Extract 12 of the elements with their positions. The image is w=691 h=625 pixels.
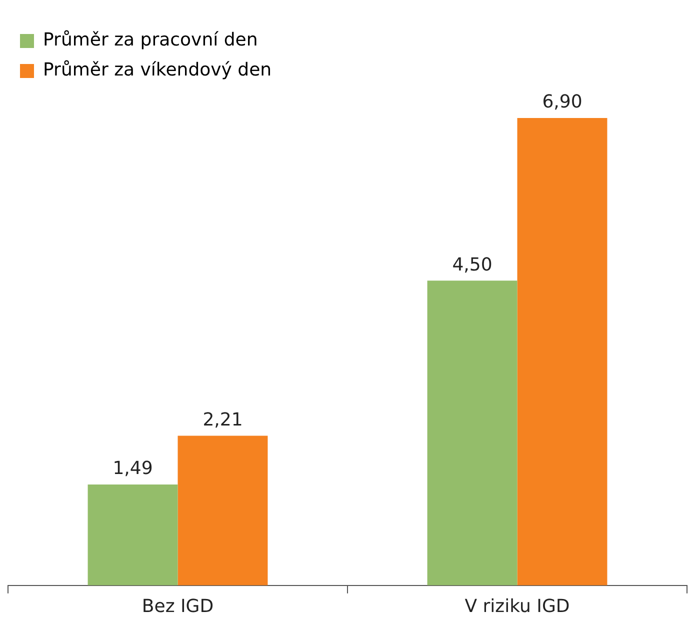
- x-tick-label: Bez IGD: [142, 596, 214, 617]
- bar: [88, 484, 178, 586]
- data-label: 2,21: [202, 409, 243, 430]
- x-tick-label: V riziku IGD: [464, 596, 570, 617]
- bar: [517, 118, 608, 586]
- bar: [427, 280, 518, 586]
- data-label: 4,50: [452, 254, 492, 276]
- data-label: 1,49: [112, 458, 153, 480]
- legend-label: Průměr za víkendový den: [43, 60, 415, 81]
- data-label: 6,90: [542, 92, 582, 113]
- legend-label: Průměr za pracovní den: [43, 30, 401, 51]
- bar: [178, 436, 268, 586]
